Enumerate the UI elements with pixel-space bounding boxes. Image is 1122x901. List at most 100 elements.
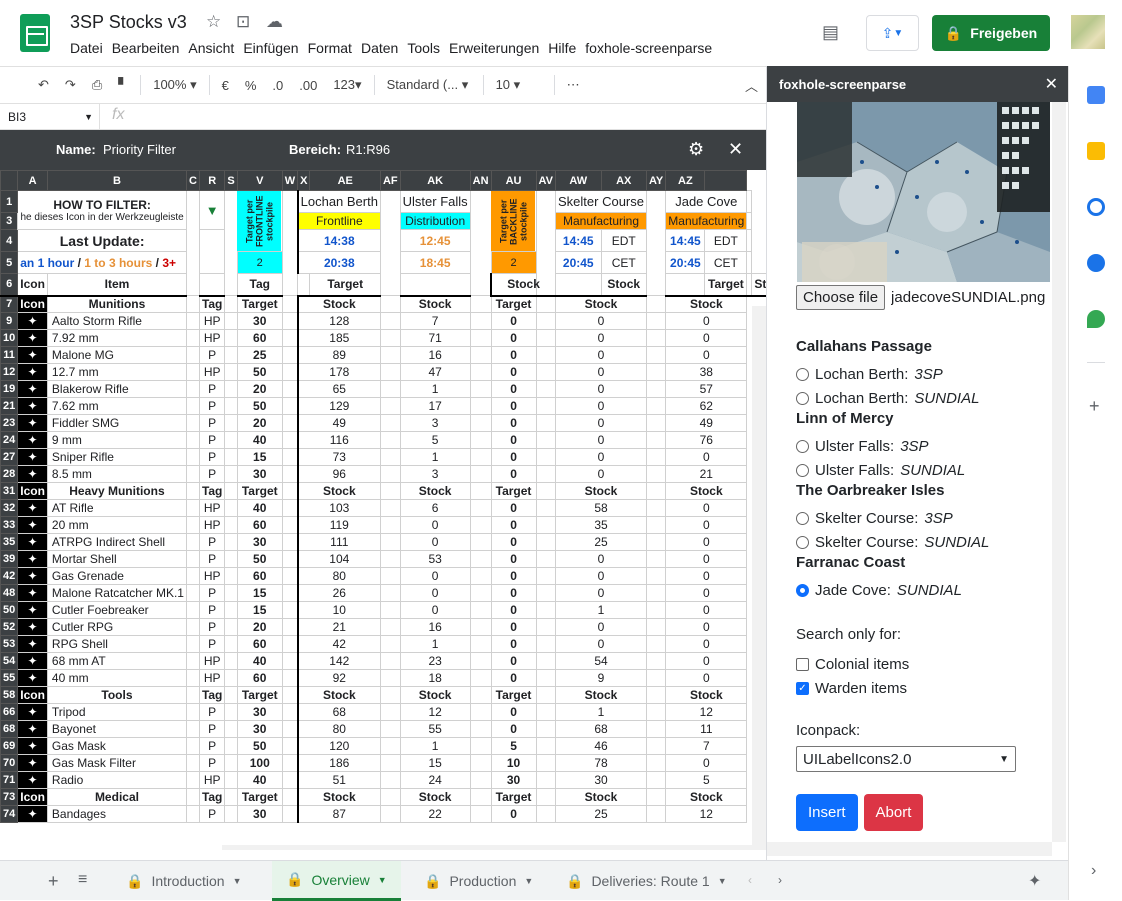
sheet-tab[interactable]: 🔒 Production ▼: [410, 861, 547, 901]
menu-item[interactable]: Erweiterungen: [449, 40, 540, 56]
location-radio-row[interactable]: Lochan Berth: SUNDIAL: [796, 386, 1050, 410]
menu-item[interactable]: Einfügen: [243, 40, 299, 56]
column-header[interactable]: W: [281, 170, 299, 191]
row-header[interactable]: 27: [0, 448, 19, 466]
collapse-panel-icon[interactable]: ›: [1091, 862, 1097, 879]
menu-item[interactable]: Daten: [360, 40, 399, 56]
location-radio[interactable]: [796, 391, 809, 405]
row-header[interactable]: 35: [0, 533, 19, 551]
row-header[interactable]: 68: [0, 720, 19, 738]
sheet-tab[interactable]: 🔒 Introduction ▼: [112, 861, 256, 901]
more-tools-button[interactable]: ⋯: [566, 77, 580, 92]
close-icon[interactable]: ✕: [1044, 76, 1058, 93]
iconpack-select[interactable]: UILabelIcons2.0 ▼: [796, 746, 1016, 772]
sidebar-scrollbar[interactable]: [1052, 102, 1066, 842]
decrease-decimal-button[interactable]: .0: [272, 77, 284, 93]
row-header[interactable]: 50: [0, 601, 19, 619]
avatar[interactable]: [1071, 15, 1105, 49]
currency-button[interactable]: €: [221, 77, 229, 93]
row-header[interactable]: 32: [0, 499, 19, 517]
column-header[interactable]: A: [17, 170, 48, 191]
font-select[interactable]: Standard (... ▾: [386, 77, 469, 92]
column-header[interactable]: V: [236, 170, 283, 191]
column-header[interactable]: X: [297, 170, 311, 191]
row-header[interactable]: 71: [0, 771, 19, 789]
column-header[interactable]: B: [46, 170, 187, 191]
row-header[interactable]: 11: [0, 346, 19, 364]
column-header[interactable]: AX: [600, 170, 647, 191]
contacts-icon[interactable]: [1087, 254, 1105, 272]
row-header[interactable]: 24: [0, 431, 19, 449]
maps-icon[interactable]: [1087, 310, 1105, 328]
row-header[interactable]: 58: [0, 686, 19, 704]
column-header[interactable]: [704, 170, 748, 191]
calendar-icon[interactable]: [1087, 86, 1105, 104]
print-icon[interactable]: ⎙: [91, 77, 103, 92]
paint-format-icon[interactable]: ▘: [118, 77, 129, 92]
row-header[interactable]: 33: [0, 516, 19, 534]
column-header[interactable]: AV: [535, 170, 557, 191]
row-header[interactable]: 6: [0, 273, 19, 297]
row-header[interactable]: 53: [0, 635, 19, 653]
row-header[interactable]: 28: [0, 465, 19, 483]
zoom-select[interactable]: 100% ▾: [153, 77, 197, 92]
comments-icon[interactable]: ▤: [822, 22, 840, 42]
row-header[interactable]: 5: [0, 251, 19, 274]
location-radio[interactable]: [796, 583, 809, 597]
location-radio-row[interactable]: Skelter Course: SUNDIAL: [796, 530, 1050, 554]
sidebar-horizontal-scrollbar[interactable]: [767, 842, 1052, 856]
horizontal-scrollbar[interactable]: [222, 845, 752, 850]
share-button[interactable]: 🔒 Freigeben: [932, 15, 1050, 51]
vertical-scrollbar[interactable]: [752, 306, 766, 850]
colonial-checkbox[interactable]: [796, 657, 809, 671]
location-radio-row[interactable]: Jade Cove: SUNDIAL: [796, 578, 1050, 602]
sheet-tab[interactable]: 🔒 Deliveries: Route 1 ▼: [552, 861, 741, 901]
column-header[interactable]: AF: [379, 170, 401, 191]
row-header[interactable]: 4: [0, 229, 19, 252]
sheets-logo-icon[interactable]: [20, 14, 50, 52]
row-header[interactable]: 52: [0, 618, 19, 636]
column-header[interactable]: AN: [469, 170, 492, 191]
column-header[interactable]: AW: [555, 170, 602, 191]
column-header[interactable]: AY: [645, 170, 667, 191]
move-folder-icon[interactable]: ⊡: [236, 12, 251, 31]
insert-button[interactable]: Insert: [796, 794, 858, 831]
location-radio[interactable]: [796, 367, 809, 381]
column-header[interactable]: R: [198, 170, 226, 191]
close-icon[interactable]: ✕: [728, 139, 744, 159]
filter-range-value[interactable]: R1:R96: [346, 142, 391, 157]
font-size-select[interactable]: 10 ▾: [495, 77, 521, 92]
row-header[interactable]: 23: [0, 414, 19, 432]
warden-checkbox[interactable]: ✓: [796, 681, 809, 695]
column-header[interactable]: S: [224, 170, 238, 191]
row-header[interactable]: 9: [0, 312, 19, 330]
row-header[interactable]: 69: [0, 737, 19, 755]
location-radio[interactable]: [796, 535, 809, 549]
row-header[interactable]: 55: [0, 669, 19, 687]
row-header[interactable]: 21: [0, 397, 19, 415]
menu-item[interactable]: foxhole-screenparse: [585, 40, 713, 56]
row-header[interactable]: 70: [0, 754, 19, 772]
row-header[interactable]: 66: [0, 703, 19, 721]
menu-item[interactable]: Tools: [407, 40, 440, 56]
menu-item[interactable]: Hilfe: [548, 40, 577, 56]
star-icon[interactable]: ☆: [206, 12, 222, 31]
undo-icon[interactable]: ↶: [38, 77, 49, 92]
column-header[interactable]: AE: [309, 170, 381, 191]
collapse-chevron-icon[interactable]: ︿: [744, 78, 758, 94]
choose-file-button[interactable]: Choose file: [796, 284, 886, 310]
add-sheet-icon[interactable]: +: [48, 871, 59, 891]
redo-icon[interactable]: ↷: [64, 77, 76, 92]
location-radio[interactable]: [796, 439, 809, 453]
row-header[interactable]: 73: [0, 788, 19, 806]
cloud-status-icon[interactable]: ☁: [266, 12, 283, 31]
document-title[interactable]: 3SP Stocks v3: [70, 12, 187, 32]
location-radio-row[interactable]: Ulster Falls: SUNDIAL: [796, 458, 1050, 482]
row-header[interactable]: 39: [0, 550, 19, 568]
column-header[interactable]: AZ: [665, 170, 706, 191]
sheet-tab[interactable]: 🔒 Overview ▼: [272, 861, 401, 901]
column-header[interactable]: AU: [490, 170, 537, 191]
location-radio-row[interactable]: Ulster Falls: 3SP: [796, 434, 1050, 458]
formula-input[interactable]: [140, 104, 766, 130]
percent-button[interactable]: %: [244, 77, 257, 93]
